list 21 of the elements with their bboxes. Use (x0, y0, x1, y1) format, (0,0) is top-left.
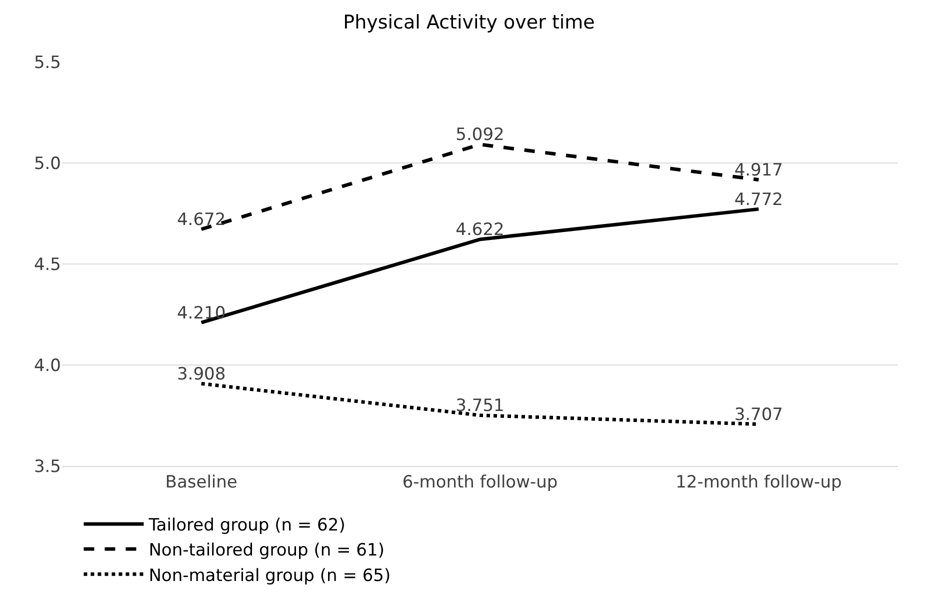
data-label: 4.622 (456, 220, 504, 240)
y-tick-label: 4.5 (34, 254, 61, 275)
legend-label: Tailored group (n = 62) (148, 516, 346, 536)
data-label: 3.707 (734, 404, 784, 425)
data-label: 3.751 (456, 396, 504, 416)
x-tick-label: Baseline (165, 472, 238, 492)
legend-label: Non-material group (n = 65) (148, 566, 391, 586)
data-label: 5.092 (456, 125, 504, 146)
x-tick-label: 6-month follow-up (402, 472, 558, 492)
data-label: 3.908 (176, 364, 226, 384)
y-tick-label: 5.0 (34, 154, 61, 174)
legend-label: Non-tailored group (n = 61) (148, 540, 384, 561)
y-tick-label: 5.5 (34, 52, 61, 73)
x-tick-label: 12-month follow-up (676, 472, 842, 492)
data-label: 4.210 (176, 303, 226, 324)
y-tick-label: 4.0 (34, 356, 61, 376)
data-label: 4.672 (176, 210, 226, 230)
y-tick-label: 3.5 (34, 456, 61, 477)
chart-title: Physical Activity over time (343, 11, 595, 34)
data-label: 4.917 (734, 160, 784, 181)
data-label: 4.772 (734, 190, 784, 210)
